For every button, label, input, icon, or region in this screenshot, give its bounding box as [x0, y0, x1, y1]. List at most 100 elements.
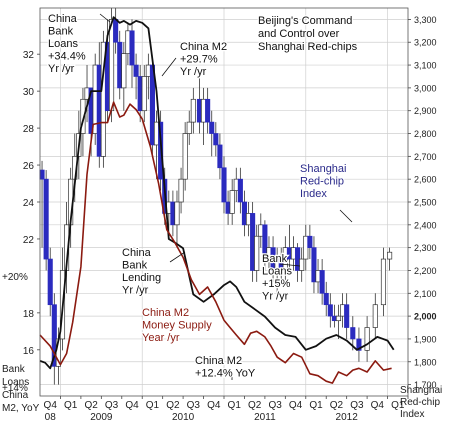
- candle-body: [129, 30, 135, 66]
- candle-body: [307, 235, 313, 248]
- x-quarter-label: Q3: [105, 400, 119, 411]
- annotation-text: Yr /yr: [180, 66, 207, 78]
- annotation-text: Lending: [122, 272, 161, 284]
- candle-body: [380, 258, 387, 306]
- annotation: China M2+29.7%Yr /yr: [161, 40, 228, 79]
- candle-body: [47, 258, 53, 306]
- right-axis-title-line: Red-chip: [400, 397, 440, 408]
- left-tick-label: 26: [23, 161, 35, 172]
- candle-body: [387, 251, 393, 260]
- right-axis-title-line: Shanghai: [400, 385, 442, 396]
- right-tick-label: 2,700: [414, 152, 437, 162]
- x-quarter-label: Q3: [187, 400, 201, 411]
- annotation-text: +15%: [262, 278, 291, 290]
- left-axis-title-line: Loans: [2, 377, 29, 388]
- candle-body: [327, 304, 333, 317]
- x-quarter-label: Q3: [350, 400, 364, 411]
- x-quarter-label: Q3: [268, 400, 282, 411]
- annotation-text: Loans: [48, 38, 78, 50]
- series-layer: [39, 8, 395, 385]
- right-axis-title-line: Index: [400, 409, 424, 420]
- annotation-text: Red-chip: [300, 176, 344, 188]
- annotation-text: Shanghai: [300, 163, 347, 175]
- right-tick-label: 3,100: [414, 61, 437, 71]
- right-tick-label: 2,600: [414, 175, 437, 185]
- x-quarter-label: Q1: [228, 400, 242, 411]
- x-quarter-label: Q4: [44, 400, 58, 411]
- x-quarter-label: Q1: [64, 400, 78, 411]
- candle-body: [39, 169, 45, 180]
- series-bank-lending-line: [39, 16, 395, 370]
- annotation-text: China M2: [180, 41, 227, 53]
- right-tick-label: 2,800: [414, 129, 437, 139]
- annotation-leader: [99, 13, 111, 23]
- right-tick-label: 2,400: [414, 220, 437, 230]
- annotation-text: +12.4% YoY: [195, 368, 256, 380]
- right-tick-label: 3,200: [414, 38, 437, 48]
- x-year-label: 2011: [254, 412, 276, 423]
- left-tick-label: 16: [23, 346, 35, 357]
- candle-body: [182, 133, 188, 180]
- chart-title-line: Shanghai Red-chips: [258, 41, 358, 53]
- x-quarter-label: Q4: [125, 400, 139, 411]
- right-tick-label: 2,300: [414, 243, 437, 253]
- x-quarter-label: Q2: [166, 400, 180, 411]
- candle-body: [364, 327, 370, 351]
- axes: 1618222426283032+20%+14%BankLoansChinaM2…: [2, 15, 442, 423]
- candle-body: [323, 292, 329, 306]
- series-red-chip-index: [39, 8, 393, 385]
- candle-body: [213, 133, 219, 146]
- annotation-leader: [279, 263, 301, 267]
- right-tick-label: 2,000: [414, 312, 437, 322]
- candle-body: [311, 247, 317, 283]
- candle-body: [51, 304, 57, 367]
- annotation-text: Loans: [262, 266, 292, 278]
- candle-body: [350, 327, 356, 340]
- x-year-label: 08: [45, 412, 57, 423]
- annotation: China M2+12.4% YoY: [194, 354, 257, 381]
- annotation-text: Money Supply: [142, 320, 212, 332]
- right-tick-label: 3,300: [414, 15, 437, 25]
- right-tick-label: 2,100: [414, 289, 437, 299]
- candle-body: [209, 121, 215, 134]
- x-quarter-label: Q1: [146, 400, 160, 411]
- candle-body: [186, 121, 192, 134]
- x-quarter-label: Q4: [371, 400, 385, 411]
- right-tick-label: 1,900: [414, 334, 437, 344]
- annotation-text: Yr /yr: [48, 63, 75, 75]
- chart-title-line: Beijing's Command: [258, 15, 352, 27]
- candle-body: [205, 98, 211, 123]
- left-tick-label: 28: [23, 124, 35, 135]
- candle-body: [344, 304, 350, 328]
- x-quarter-label: Q2: [330, 400, 344, 411]
- annotation-text: Bank: [262, 253, 288, 265]
- left-tick-label: 24: [23, 198, 35, 209]
- candle-body: [262, 224, 268, 260]
- candle-body: [319, 270, 325, 294]
- x-year-label: 2009: [90, 412, 113, 423]
- left-axis-title-line: China: [2, 390, 29, 401]
- left-axis-title-line: Bank: [2, 364, 26, 375]
- candle-body: [174, 201, 180, 226]
- annotation-text: Bank: [48, 26, 74, 38]
- candle-body: [299, 258, 305, 271]
- left-extra-label: +14%: [2, 383, 28, 394]
- candle-body: [372, 304, 378, 328]
- x-quarter-label: Q1: [391, 400, 405, 411]
- left-axis-title-line: M2, YoY: [2, 403, 40, 414]
- candle-body: [217, 144, 223, 169]
- annotation-text: Bank: [122, 260, 148, 272]
- annotation-text: China M2: [142, 307, 189, 319]
- right-tick-label: 2,900: [414, 106, 437, 116]
- candle-body: [178, 178, 184, 203]
- candle-body: [43, 178, 49, 260]
- left-tick-label: 32: [23, 50, 35, 61]
- x-year-label: 2012: [336, 412, 359, 423]
